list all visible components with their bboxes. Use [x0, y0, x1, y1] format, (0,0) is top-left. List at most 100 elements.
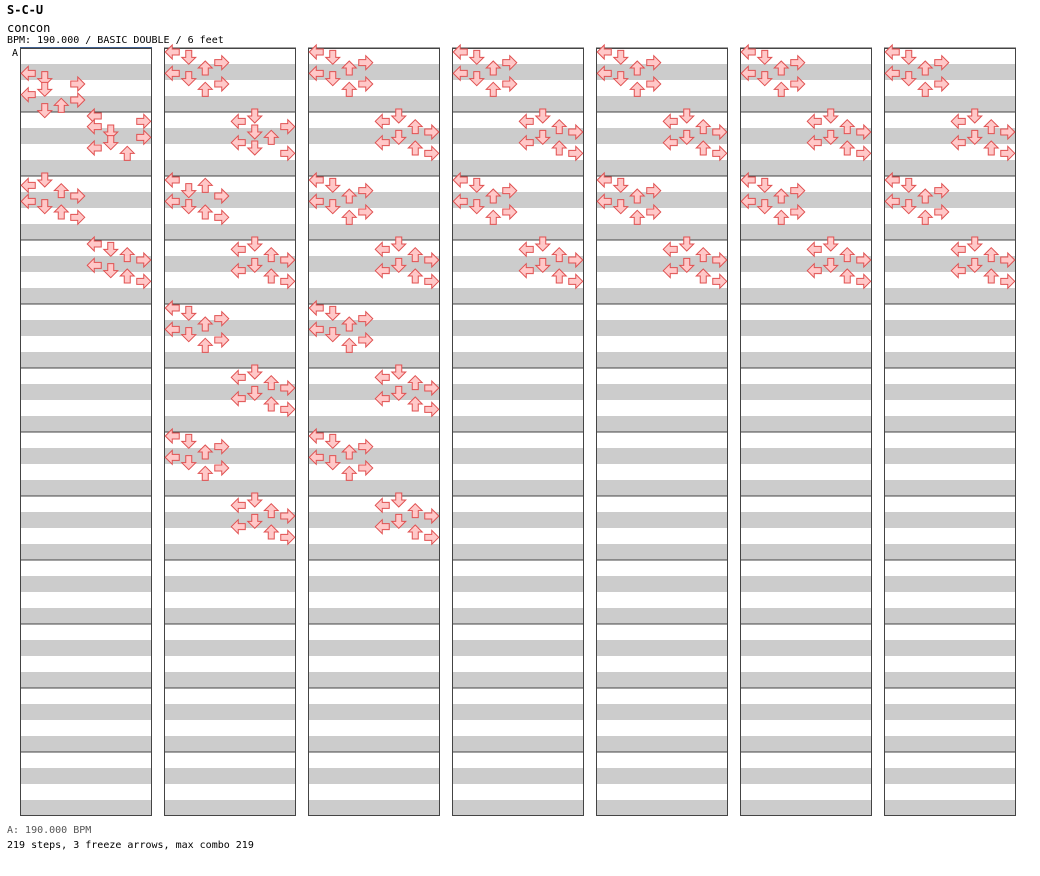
step-arrow — [662, 113, 678, 130]
step-arrow-shape — [756, 71, 773, 87]
step-arrow-shape — [230, 134, 246, 151]
step-arrow-shape — [518, 134, 534, 151]
step-arrow-shape — [950, 134, 966, 151]
step-arrow — [358, 438, 374, 455]
step-arrow-shape — [756, 49, 773, 66]
step-arrow-shape — [70, 91, 86, 109]
step-arrow-shape — [102, 135, 119, 151]
step-arrow-shape — [712, 273, 728, 290]
step-arrow-shape — [900, 49, 917, 66]
step-arrow-shape — [790, 75, 806, 93]
step-arrow-shape — [341, 60, 358, 76]
step-arrow-shape — [230, 369, 246, 386]
step-arrow — [230, 113, 246, 130]
footer-summary: 219 steps, 3 freeze arrows, max combo 21… — [7, 840, 254, 851]
step-arrow-shape — [263, 524, 280, 540]
step-arrow-shape — [374, 134, 390, 151]
step-arrow-shape — [119, 268, 136, 284]
step-arrow-shape — [424, 145, 440, 162]
beat-stripe — [308, 192, 440, 208]
step-arrow-shape — [983, 140, 1000, 156]
step-arrow-shape — [390, 513, 407, 530]
step-arrow-shape — [822, 108, 839, 124]
step-arrow-shape — [324, 71, 341, 87]
step-arrow-shape — [280, 401, 296, 418]
step-arrow-shape — [856, 123, 872, 141]
beat-stripe — [740, 320, 872, 336]
step-arrow-shape — [662, 113, 678, 130]
step-arrow-shape — [86, 257, 102, 274]
step-arrow-shape — [468, 177, 485, 194]
step-arrow-shape — [230, 262, 246, 279]
step-arrow-shape — [646, 182, 662, 199]
beat-stripe — [164, 192, 296, 208]
step-arrow — [884, 65, 900, 82]
step-arrow — [308, 193, 324, 210]
step-arrow — [884, 193, 900, 210]
step-arrow-shape — [695, 268, 712, 284]
beat-stripe — [452, 256, 584, 272]
beat-stripe — [740, 416, 872, 432]
step-arrow-shape — [70, 187, 86, 205]
beat-stripe — [20, 704, 152, 720]
step-arrow-shape — [324, 49, 341, 66]
step-arrow — [197, 60, 214, 76]
step-arrow-shape — [358, 182, 374, 199]
step-arrow-shape — [197, 204, 214, 220]
step-arrow-shape — [468, 199, 485, 215]
step-arrow — [341, 60, 358, 76]
step-arrow — [197, 177, 214, 193]
beat-stripe — [740, 768, 872, 784]
step-arrow — [502, 75, 518, 93]
step-arrow-shape — [551, 246, 568, 263]
step-arrow — [308, 65, 324, 82]
step-arrow-shape — [856, 273, 872, 290]
step-arrow — [86, 118, 102, 135]
beat-stripe — [596, 640, 728, 656]
step-arrow — [308, 427, 324, 445]
step-arrow — [424, 273, 440, 290]
beat-stripe — [884, 448, 1016, 464]
beat-stripe — [20, 128, 152, 144]
step-arrow — [341, 465, 358, 481]
step-arrow — [214, 310, 230, 327]
step-arrow — [214, 438, 230, 455]
step-arrow-shape — [678, 129, 695, 146]
step-arrow-shape — [822, 257, 839, 274]
step-arrow — [119, 246, 136, 263]
beat-stripe — [308, 160, 440, 176]
step-arrow — [629, 209, 646, 225]
step-arrow-shape — [136, 273, 152, 290]
step-arrow — [324, 49, 341, 66]
step-arrow — [424, 529, 440, 546]
beat-stripe — [884, 96, 1016, 112]
beat-stripe — [452, 416, 584, 432]
step-arrow — [390, 129, 407, 146]
beat-stripe — [596, 736, 728, 752]
beat-stripe — [596, 576, 728, 592]
step-arrow-shape — [214, 459, 230, 477]
step-arrow-shape — [518, 241, 534, 258]
step-arrow — [596, 65, 612, 82]
beat-stripe — [884, 384, 1016, 400]
step-arrow-shape — [790, 203, 806, 221]
beat-stripe — [452, 320, 584, 336]
step-arrow-shape — [280, 529, 296, 546]
step-arrow — [629, 81, 646, 97]
step-arrow — [180, 433, 197, 450]
step-arrow-shape — [341, 188, 358, 204]
step-arrow-shape — [324, 199, 341, 215]
step-arrow-shape — [324, 327, 341, 343]
step-arrow — [36, 172, 53, 188]
step-arrow — [230, 390, 246, 407]
step-arrow-shape — [86, 235, 102, 253]
beat-stripe — [740, 608, 872, 624]
step-arrow — [263, 268, 280, 284]
step-arrow — [485, 209, 502, 225]
step-arrow-shape — [740, 43, 756, 61]
step-arrow — [424, 123, 440, 141]
step-arrow — [900, 71, 917, 87]
step-arrow — [983, 268, 1000, 284]
step-arrow-shape — [263, 502, 280, 519]
